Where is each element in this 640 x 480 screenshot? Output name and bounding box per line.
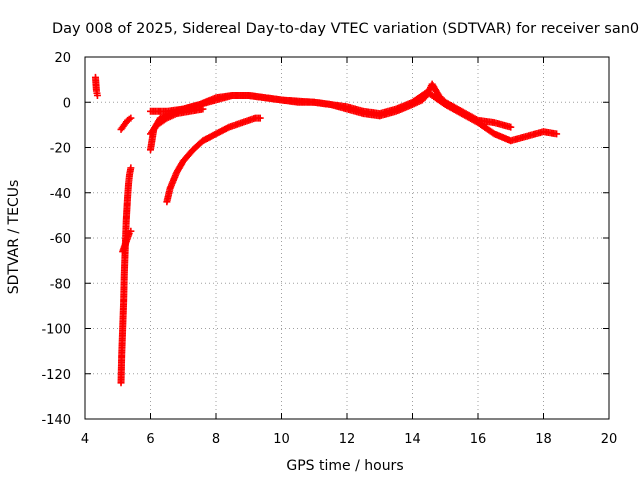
x-axis: 4 6 8 10 12 14 16 18 20 — [81, 57, 617, 447]
y-tick-label: -60 — [50, 232, 71, 247]
data-point — [553, 130, 561, 138]
y-tick-label: -80 — [50, 277, 71, 292]
y-tick-label: 20 — [54, 51, 71, 66]
x-tick-label: 6 — [146, 432, 154, 447]
y-axis-label: SDTVAR / TECUs — [6, 180, 22, 295]
data-points — [91, 73, 561, 387]
data-point — [127, 114, 135, 122]
x-tick-label: 18 — [535, 432, 552, 447]
x-tick-label: 10 — [273, 432, 290, 447]
x-tick-label: 8 — [212, 432, 220, 447]
chart-title: Day 008 of 2025, Sidereal Day-to-day VTE… — [52, 21, 639, 37]
x-tick-label: 12 — [339, 432, 356, 447]
grid-lines — [85, 57, 609, 419]
data-point — [199, 105, 207, 113]
y-tick-label: -120 — [41, 368, 71, 383]
y-tick-label: -100 — [41, 323, 71, 338]
x-tick-label: 20 — [601, 432, 618, 447]
data-point — [93, 91, 101, 99]
x-axis-label: GPS time / hours — [286, 458, 403, 474]
data-point — [507, 123, 515, 131]
data-point — [256, 114, 264, 122]
y-tick-label: 0 — [63, 96, 71, 111]
data-point — [127, 227, 135, 235]
y-tick-label: -20 — [50, 142, 71, 157]
data-point — [127, 164, 135, 172]
y-tick-label: -40 — [50, 187, 71, 202]
y-tick-label: -140 — [41, 413, 71, 428]
x-tick-label: 4 — [81, 432, 89, 447]
x-tick-label: 14 — [404, 432, 421, 447]
y-axis: -140 -120 -100 -80 -60 -40 -20 0 20 — [41, 51, 609, 428]
x-tick-label: 16 — [470, 432, 487, 447]
